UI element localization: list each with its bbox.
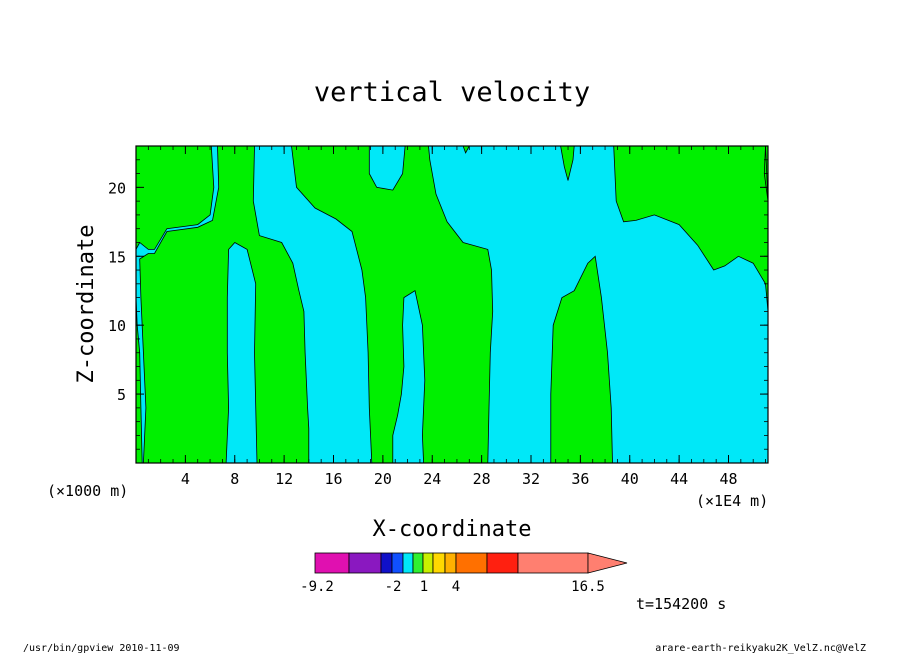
y-axis-label: Z-coordinate xyxy=(74,225,99,384)
x-tick-label: 48 xyxy=(719,470,737,488)
x-axis-unit-right: (×1E4 m) xyxy=(696,492,768,510)
x-tick-label: 4 xyxy=(181,470,190,488)
x-tick-label: 8 xyxy=(230,470,239,488)
x-tick-label: 44 xyxy=(670,470,688,488)
contour-region-positive xyxy=(550,255,613,464)
x-tick-label: 12 xyxy=(275,470,293,488)
footer-left: /usr/bin/gpview 2010-11-09 xyxy=(23,643,180,654)
colorbar-labels: -9.2 -2 1 4 16.5 xyxy=(300,579,605,595)
colorbar-label: -2 xyxy=(385,579,402,595)
contour-region-positive xyxy=(613,145,769,312)
x-axis-unit-left: (×1000 m) xyxy=(47,482,128,500)
colorbar-segment xyxy=(412,552,424,574)
colorbar-segment xyxy=(402,552,414,574)
contour-region-positive xyxy=(139,145,310,464)
colorbar-arrow xyxy=(587,552,628,574)
y-ticks: 5 10 15 20 xyxy=(108,159,768,450)
colorbar-label: -9.2 xyxy=(300,579,334,595)
x-tick-label: 16 xyxy=(324,470,342,488)
y-tick-label: 15 xyxy=(108,248,126,266)
colorbar xyxy=(314,552,628,574)
x-tick-label: 28 xyxy=(473,470,491,488)
chart-title: vertical velocity xyxy=(314,77,590,108)
x-ticks: 4 8 12 16 20 24 28 32 36 40 44 48 xyxy=(147,146,766,488)
y-tick-label: 20 xyxy=(108,179,126,197)
x-tick-label: 40 xyxy=(621,470,639,488)
colorbar-segment xyxy=(380,552,393,574)
y-tick-label: 5 xyxy=(117,386,126,404)
x-tick-label: 24 xyxy=(423,470,441,488)
x-axis-label: X-coordinate xyxy=(373,517,532,542)
contour-regions xyxy=(135,145,769,464)
colorbar-segment xyxy=(314,552,350,574)
time-label: t=154200 s xyxy=(636,595,726,613)
y-tick-label: 10 xyxy=(108,317,126,335)
colorbar-segment xyxy=(517,552,589,574)
colorbar-label: 1 xyxy=(420,579,428,595)
colorbar-segment xyxy=(432,552,446,574)
x-tick-label: 36 xyxy=(571,470,589,488)
footer-right: arare-earth-reikyaku2K_VelZ.nc@VelZ xyxy=(655,643,866,654)
colorbar-segment xyxy=(486,552,519,574)
colorbar-segment xyxy=(455,552,488,574)
colorbar-label: 16.5 xyxy=(571,579,605,595)
colorbar-label: 4 xyxy=(452,579,460,595)
x-tick-label: 32 xyxy=(522,470,540,488)
colorbar-segment xyxy=(444,552,457,574)
plot-frame xyxy=(135,145,769,464)
colorbar-segment xyxy=(391,552,404,574)
x-tick-label: 20 xyxy=(374,470,392,488)
colorbar-segment xyxy=(348,552,382,574)
colorbar-segment xyxy=(422,552,434,574)
contour-region-positive xyxy=(135,145,215,464)
